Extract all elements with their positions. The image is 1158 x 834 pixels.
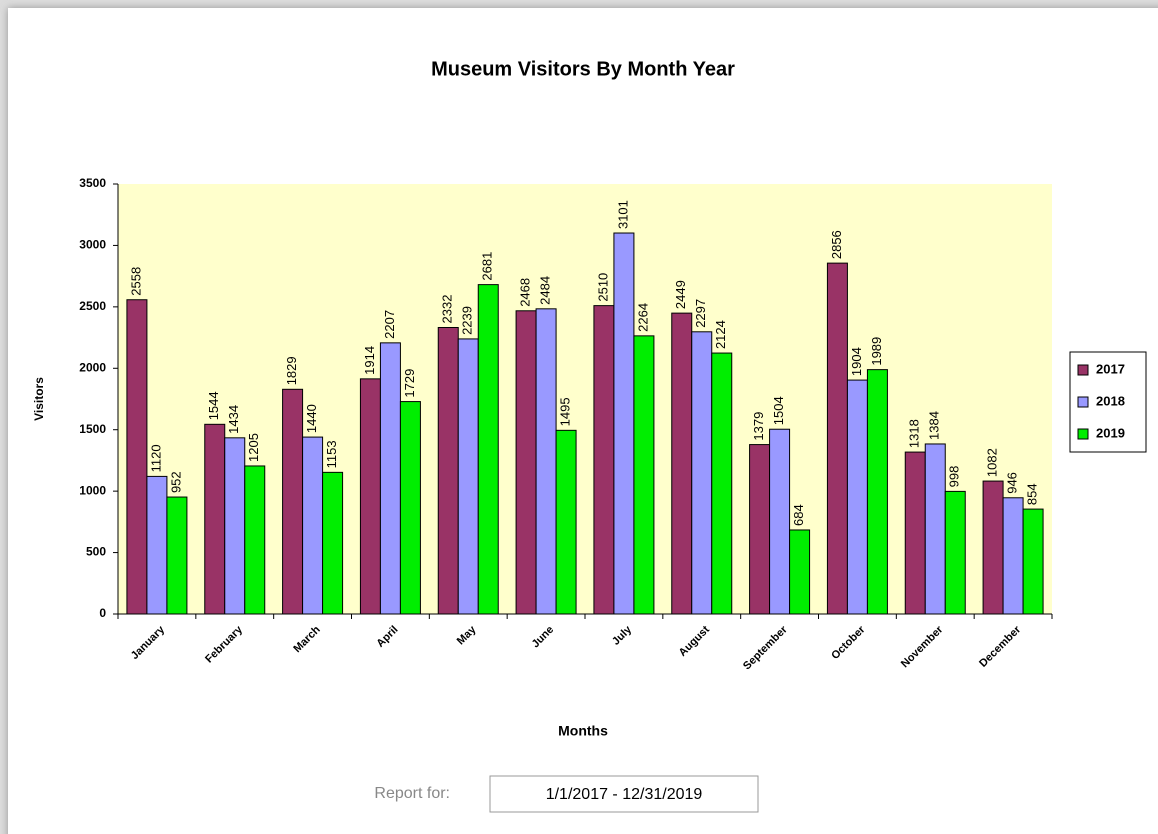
data-label: 998 [947, 466, 962, 488]
y-tick-label: 1000 [79, 483, 106, 497]
bar [126, 299, 148, 615]
bar [457, 338, 479, 615]
legend-label: 2018 [1096, 393, 1125, 408]
bar [204, 423, 226, 615]
legend-swatch [1077, 428, 1089, 440]
y-tick-label: 1500 [79, 422, 106, 436]
data-label: 1544 [206, 391, 221, 420]
data-label: 1914 [362, 346, 377, 375]
data-label: 2484 [538, 276, 553, 305]
bar [749, 444, 771, 615]
bar [1022, 508, 1044, 615]
data-label: 2124 [713, 320, 728, 349]
data-label: 1318 [907, 419, 922, 448]
bar [244, 465, 266, 615]
bar [1002, 497, 1024, 615]
data-label: 854 [1025, 483, 1040, 505]
data-label: 1440 [304, 404, 319, 433]
data-label: 1082 [985, 448, 1000, 477]
data-label: 1729 [402, 369, 417, 398]
data-label: 1434 [226, 405, 241, 434]
bar [224, 437, 246, 615]
bar [944, 490, 966, 615]
bar [322, 471, 344, 615]
bar [613, 232, 635, 615]
bar [515, 310, 537, 615]
legend-label: 2019 [1096, 425, 1125, 440]
bar [711, 352, 733, 615]
bar [146, 475, 168, 615]
data-label: 1205 [246, 433, 261, 462]
bar [671, 312, 693, 615]
data-label: 1904 [849, 347, 864, 376]
bar [904, 451, 926, 615]
data-label: 2239 [460, 306, 475, 335]
bar [166, 496, 188, 615]
data-label: 946 [1005, 472, 1020, 494]
bar [826, 262, 848, 615]
data-label: 1120 [148, 444, 163, 472]
bar [477, 284, 499, 615]
bar [359, 378, 381, 615]
bar [691, 331, 713, 615]
report-label: Report for: [374, 785, 450, 802]
y-tick-label: 0 [99, 606, 106, 620]
data-label: 2510 [595, 273, 610, 302]
data-label: 1153 [324, 440, 339, 468]
y-tick-label: 500 [86, 545, 106, 559]
bar [399, 401, 421, 615]
legend-swatch [1077, 364, 1089, 376]
chart-title: Museum Visitors By Month Year [431, 58, 735, 80]
data-label: 2468 [518, 278, 533, 307]
bar [437, 326, 459, 615]
bar [379, 342, 401, 615]
bar [789, 529, 811, 615]
bar [282, 388, 304, 615]
plot-area [118, 184, 1052, 614]
data-label: 2207 [382, 310, 397, 339]
bar [555, 429, 577, 615]
x-axis-label: Months [558, 723, 608, 739]
data-label: 684 [791, 504, 806, 526]
bar [982, 480, 1004, 615]
bar [593, 305, 615, 615]
y-axis-label: Visitors [32, 377, 46, 421]
data-label: 2264 [635, 303, 650, 332]
bar [924, 443, 946, 615]
bar [769, 428, 791, 615]
data-label: 2856 [829, 230, 844, 259]
bar [866, 369, 888, 615]
data-label: 952 [168, 471, 183, 493]
data-label: 1504 [771, 396, 786, 425]
y-tick-label: 3000 [79, 238, 106, 252]
data-label: 1829 [284, 356, 299, 385]
data-label: 2332 [440, 295, 455, 324]
bar [302, 436, 324, 615]
data-label: 3101 [615, 200, 630, 229]
bar [846, 379, 868, 615]
data-label: 1384 [927, 411, 942, 440]
data-label: 1495 [558, 397, 573, 426]
data-label: 1379 [751, 412, 766, 441]
y-tick-label: 2500 [79, 299, 106, 313]
data-label: 2297 [693, 299, 708, 328]
data-label: 1989 [869, 337, 884, 366]
y-tick-label: 2000 [79, 360, 106, 374]
legend-label: 2017 [1096, 361, 1125, 376]
report-range-box [489, 775, 759, 813]
report-range: 1/1/2017 - 12/31/2019 [546, 786, 703, 803]
legend-swatch [1077, 396, 1089, 408]
y-tick-label: 3500 [79, 176, 106, 190]
data-label: 2681 [480, 252, 495, 281]
data-label: 2449 [673, 280, 688, 309]
data-label: 2558 [128, 267, 143, 296]
bar [633, 335, 655, 615]
bar [535, 308, 557, 615]
